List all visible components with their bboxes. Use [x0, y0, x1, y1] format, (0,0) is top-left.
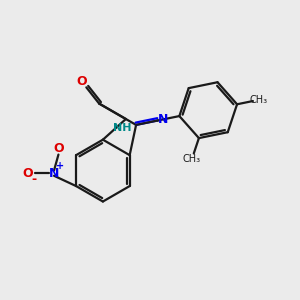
Text: NH: NH — [113, 123, 132, 134]
Text: -: - — [31, 173, 36, 186]
Text: N: N — [49, 167, 59, 180]
Text: N: N — [158, 113, 169, 126]
Text: CH₃: CH₃ — [183, 154, 201, 164]
Text: O: O — [22, 167, 32, 180]
Text: O: O — [76, 75, 87, 88]
Text: O: O — [53, 142, 64, 154]
Text: +: + — [56, 161, 64, 171]
Text: CH₃: CH₃ — [250, 95, 268, 105]
